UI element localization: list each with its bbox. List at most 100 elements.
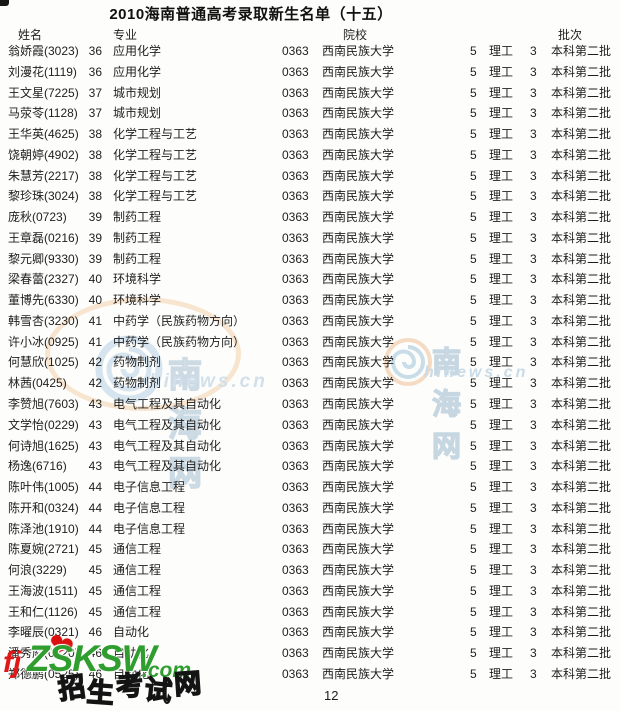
college-name: 西南民族大学 xyxy=(322,521,395,536)
college-name: 西南民族大学 xyxy=(322,147,395,162)
batch-number: 3 xyxy=(530,272,537,287)
major-code: 38 xyxy=(88,189,102,204)
track-label: 理工 xyxy=(489,210,514,225)
student-name: 陈开和(0324) xyxy=(8,500,79,515)
table-row: 杨逸(6716) 43 电气工程及其自动化 0363 西南民族大学 5 理工 3… xyxy=(0,456,620,477)
college-number: 5 xyxy=(470,666,477,681)
table-row: 黎元卿(9330) 39 制药工程 0363 西南民族大学 5 理工 3 本科第… xyxy=(0,249,620,270)
major-code: 42 xyxy=(88,376,102,391)
college-name: 西南民族大学 xyxy=(322,646,395,661)
table-row: 饶朝婷(4902) 38 化学工程与工艺 0363 西南民族大学 5 理工 3 … xyxy=(0,145,620,166)
college-code: 0363 xyxy=(282,480,309,495)
major-name: 电气工程及其自动化 xyxy=(113,417,222,432)
batch-name: 本科第二批 xyxy=(551,230,612,245)
batch-number: 3 xyxy=(530,666,537,681)
major-name: 药物制剂 xyxy=(113,376,162,391)
college-name: 西南民族大学 xyxy=(322,127,395,142)
college-code: 0363 xyxy=(282,376,309,391)
table-row: 陈叶伟(1005) 44 电子信息工程 0363 西南民族大学 5 理工 3 本… xyxy=(0,477,620,498)
table-row: 何浪(3229) 45 通信工程 0363 西南民族大学 5 理工 3 本科第二… xyxy=(0,560,620,581)
track-label: 理工 xyxy=(489,147,514,162)
header-major: 专业 xyxy=(113,28,138,42)
college-number: 5 xyxy=(470,44,477,58)
college-number: 5 xyxy=(470,334,477,349)
major-name: 化学工程与工艺 xyxy=(113,168,198,183)
batch-name: 本科第二批 xyxy=(551,293,612,308)
table-row: 王章磊(0216) 39 制药工程 0363 西南民族大学 5 理工 3 本科第… xyxy=(0,228,620,249)
batch-name: 本科第二批 xyxy=(551,480,612,495)
major-code: 44 xyxy=(88,521,102,536)
batch-name: 本科第二批 xyxy=(551,376,612,391)
college-name: 西南民族大学 xyxy=(322,480,395,495)
college-name: 西南民族大学 xyxy=(322,106,395,121)
table-header: 姓名 专业 院校 批次 xyxy=(0,26,620,42)
batch-name: 本科第二批 xyxy=(551,646,612,661)
college-number: 5 xyxy=(470,583,477,598)
batch-name: 本科第二批 xyxy=(551,168,612,183)
major-name: 电气工程及其自动化 xyxy=(113,459,222,474)
college-number: 5 xyxy=(470,147,477,162)
track-label: 理工 xyxy=(489,313,514,328)
major-code: 43 xyxy=(88,417,102,432)
major-name: 环境科学 xyxy=(113,272,162,287)
college-name: 西南民族大学 xyxy=(322,563,395,578)
college-name: 西南民族大学 xyxy=(322,230,395,245)
table-row: 王海波(1511) 45 通信工程 0363 西南民族大学 5 理工 3 本科第… xyxy=(0,581,620,602)
major-code: 41 xyxy=(88,334,102,349)
table-rows: 翁娇霞(3023) 36 应用化学 0363 西南民族大学 5 理工 3 本科第… xyxy=(0,41,620,685)
college-name: 西南民族大学 xyxy=(322,44,395,58)
college-number: 5 xyxy=(470,168,477,183)
table-row: 王和仁(1126) 45 通信工程 0363 西南民族大学 5 理工 3 本科第… xyxy=(0,602,620,623)
major-name: 电气工程及其自动化 xyxy=(113,438,222,453)
batch-name: 本科第二批 xyxy=(551,563,612,578)
batch-number: 3 xyxy=(530,64,537,79)
college-name: 西南民族大学 xyxy=(322,85,395,100)
student-name: 陈夏婉(2721) xyxy=(8,542,79,557)
student-name: 翁娇霞(3023) xyxy=(8,44,79,58)
track-label: 理工 xyxy=(489,438,514,453)
college-number: 5 xyxy=(470,542,477,557)
batch-name: 本科第二批 xyxy=(551,666,612,681)
college-code: 0363 xyxy=(282,272,309,287)
college-code: 0363 xyxy=(282,147,309,162)
major-name: 应用化学 xyxy=(113,64,162,79)
major-code: 43 xyxy=(88,438,102,453)
major-code: 37 xyxy=(88,85,102,100)
student-name: 林茜(0425) xyxy=(8,376,67,391)
major-code: 38 xyxy=(88,147,102,162)
college-name: 西南民族大学 xyxy=(322,417,395,432)
table-row: 何诗旭(1625) 43 电气工程及其自动化 0363 西南民族大学 5 理工 … xyxy=(0,436,620,457)
batch-number: 3 xyxy=(530,542,537,557)
student-name: 黎元卿(9330) xyxy=(8,251,79,266)
table-row: 许小冰(0925) 41 中药学（民族药物方向） 0363 西南民族大学 5 理… xyxy=(0,332,620,353)
batch-number: 3 xyxy=(530,438,537,453)
college-number: 5 xyxy=(470,293,477,308)
college-code: 0363 xyxy=(282,459,309,474)
major-name: 化学工程与工艺 xyxy=(113,127,198,142)
student-name: 王和仁(1126) xyxy=(8,604,78,619)
track-label: 理工 xyxy=(489,355,514,370)
college-number: 5 xyxy=(470,64,477,79)
major-code: 44 xyxy=(88,500,102,515)
batch-number: 3 xyxy=(530,500,537,515)
batch-name: 本科第二批 xyxy=(551,417,612,432)
major-code: 46 xyxy=(88,666,102,681)
track-label: 理工 xyxy=(489,293,514,308)
college-number: 5 xyxy=(470,500,477,515)
track-label: 理工 xyxy=(489,500,514,515)
batch-number: 3 xyxy=(530,646,537,661)
college-code: 0363 xyxy=(282,210,309,225)
major-code: 39 xyxy=(88,210,102,225)
batch-number: 3 xyxy=(530,168,537,183)
college-number: 5 xyxy=(470,230,477,245)
major-name: 通信工程 xyxy=(113,542,162,557)
college-code: 0363 xyxy=(282,646,309,661)
major-code: 37 xyxy=(88,106,102,121)
college-name: 西南民族大学 xyxy=(322,355,395,370)
college-name: 西南民族大学 xyxy=(322,604,395,619)
major-code: 45 xyxy=(88,604,102,619)
college-code: 0363 xyxy=(282,64,309,79)
college-name: 西南民族大学 xyxy=(322,293,395,308)
major-code: 44 xyxy=(88,480,102,495)
